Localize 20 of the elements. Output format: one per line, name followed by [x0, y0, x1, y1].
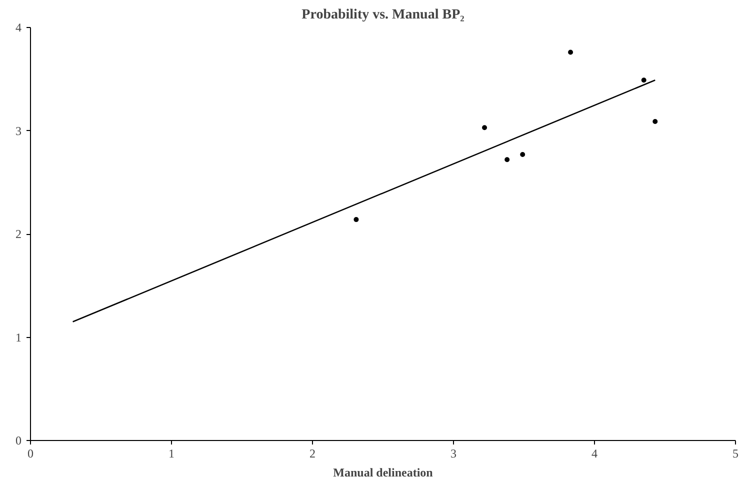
- point: [652, 118, 658, 124]
- y-tick-label: 0: [16, 434, 22, 448]
- point: [568, 50, 574, 55]
- y-tick-label: 1: [16, 330, 22, 344]
- x-tick-label: 4: [592, 446, 598, 460]
- x-tick-label: 0: [28, 446, 34, 460]
- point: [482, 125, 488, 130]
- chart-title: Probability vs. Manual BP₂: [302, 8, 464, 22]
- point: [354, 217, 359, 222]
- point: [520, 152, 526, 157]
- y-tick-label: 4: [16, 20, 22, 34]
- y-tick-label: 2: [16, 227, 22, 241]
- x-tick-label: 1: [168, 446, 174, 460]
- y-tick-label: 3: [16, 124, 22, 138]
- x-axis-title: Manual delineation: [333, 466, 434, 480]
- x-tick-label: 5: [732, 446, 738, 460]
- point: [641, 78, 646, 83]
- point: [504, 157, 510, 162]
- x-tick-label: 2: [310, 446, 316, 460]
- x-tick-label: 3: [450, 446, 456, 460]
